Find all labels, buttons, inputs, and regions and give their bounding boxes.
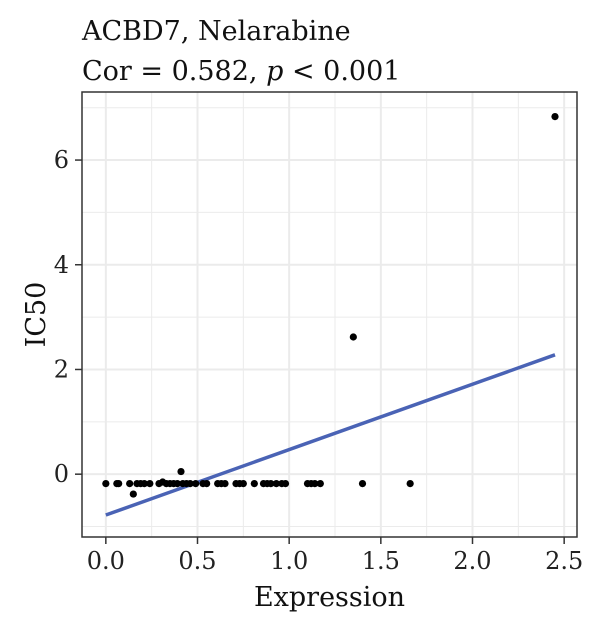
data-point [267, 480, 275, 488]
data-point [192, 480, 200, 488]
x-tick-label: 0.0 [87, 547, 125, 575]
x-tick-label: 1.0 [270, 547, 308, 575]
grid-major [82, 92, 577, 537]
x-tick-label: 0.5 [178, 547, 216, 575]
y-axis-title: IC50 [21, 282, 52, 348]
data-point [221, 480, 229, 488]
y-tick-label: 2 [54, 355, 69, 383]
data-point [146, 480, 154, 488]
y-tick-label: 4 [54, 251, 69, 279]
data-points [102, 113, 559, 498]
x-axis: 0.0 0.5 1.0 1.5 2.0 2.5 [87, 537, 583, 575]
data-point [203, 480, 211, 488]
plot-panel [82, 92, 577, 537]
data-point [272, 480, 280, 488]
subtitle-p: p [266, 56, 284, 87]
data-point [250, 480, 258, 488]
chart-subtitle: Cor = 0.582, p < 0.001 [82, 56, 400, 87]
data-point [186, 480, 194, 488]
data-point [173, 480, 181, 488]
subtitle-suffix: < 0.001 [283, 56, 401, 87]
x-tick-label: 1.5 [362, 547, 400, 575]
chart-title: ACBD7, Nelarabine [82, 16, 351, 47]
y-tick-label: 6 [54, 146, 69, 174]
data-point [349, 333, 357, 341]
data-point [358, 480, 367, 488]
data-point [129, 490, 137, 498]
regression-line [105, 353, 556, 517]
subtitle-prefix: Cor = 0.582, [82, 56, 267, 87]
x-tick-label: 2.0 [453, 547, 491, 575]
y-axis: 0 2 4 6 [54, 146, 82, 488]
data-point [177, 467, 185, 476]
data-point [311, 480, 319, 488]
data-point [239, 480, 247, 488]
grid-minor [82, 92, 577, 537]
plot-border [81, 91, 578, 538]
data-point [406, 480, 414, 488]
data-point [140, 480, 148, 488]
y-tick-label: 0 [54, 460, 69, 488]
x-axis-title: Expression [254, 582, 405, 613]
data-point [316, 480, 324, 488]
data-point [102, 480, 110, 488]
data-point [281, 480, 290, 488]
x-tick-label: 2.5 [545, 547, 583, 575]
data-point [551, 113, 559, 121]
data-point [115, 480, 123, 488]
data-point [126, 480, 134, 488]
